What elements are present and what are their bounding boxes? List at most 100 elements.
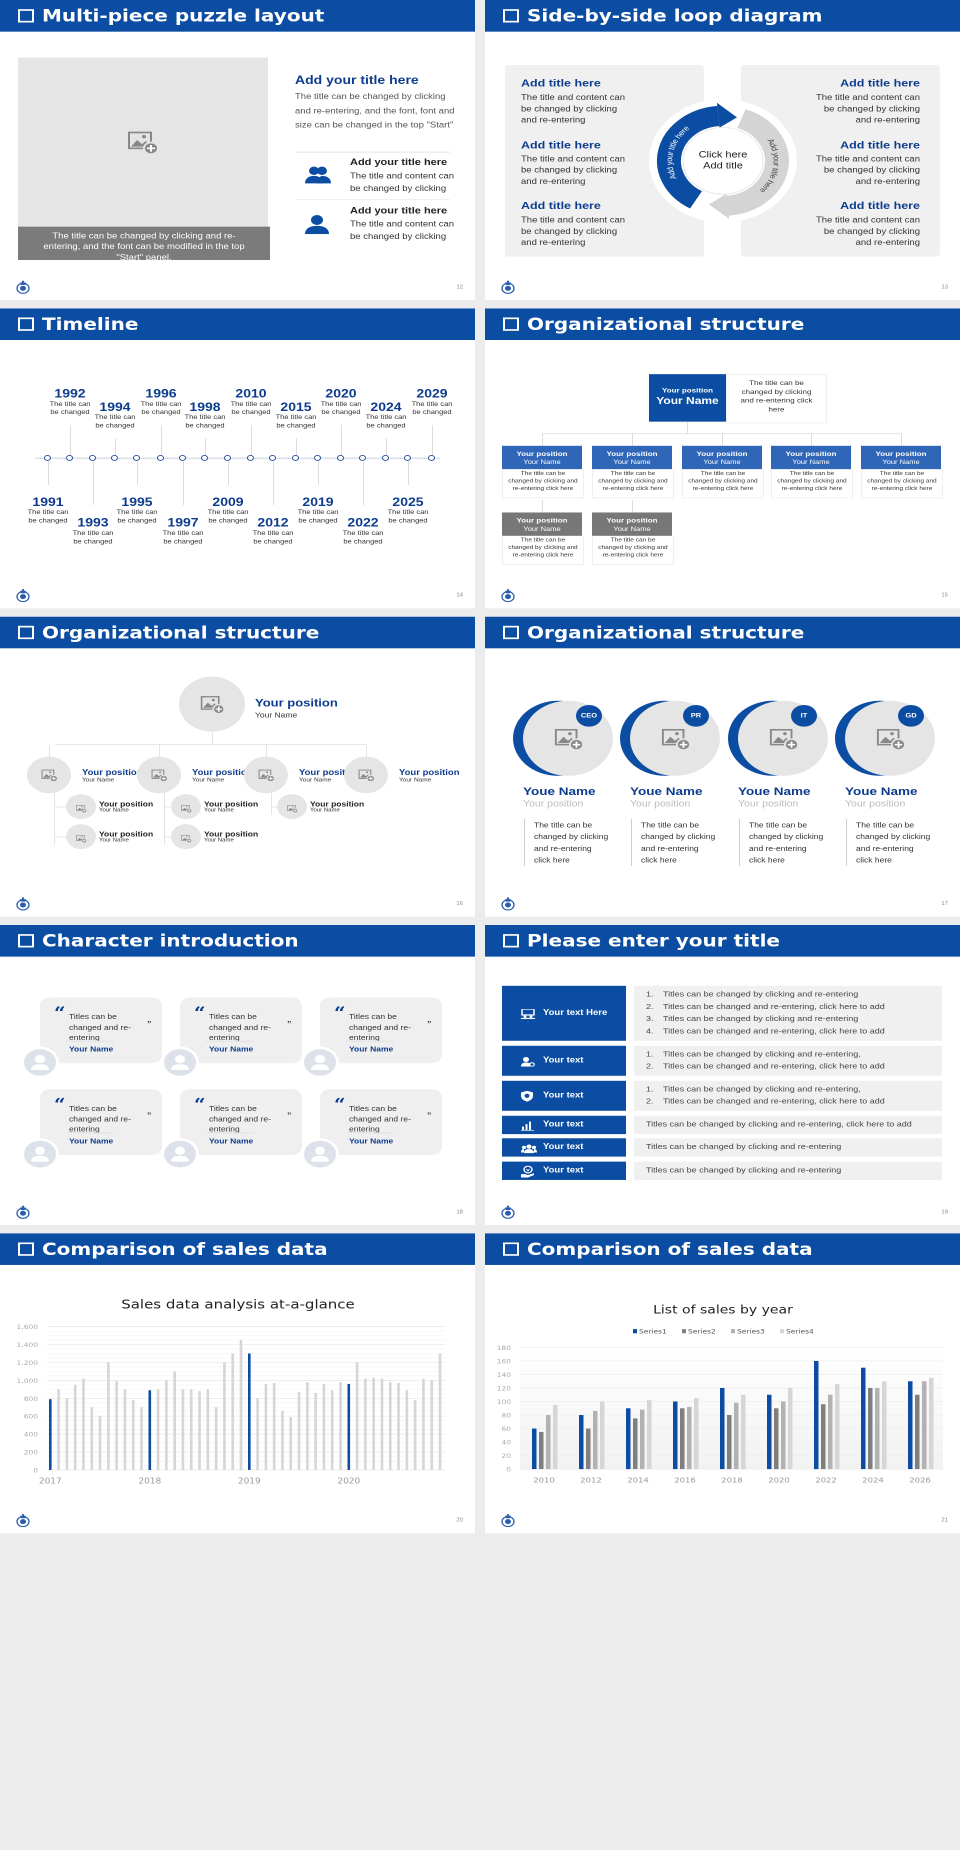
quote-card[interactable]: “Titles can be changed and re-entering ” Y…	[40, 997, 162, 1064]
avatar[interactable]	[21, 1046, 59, 1079]
list-number: 3.	[646, 1014, 654, 1023]
timeline-node[interactable]	[359, 454, 366, 461]
timeline-node[interactable]	[404, 454, 411, 461]
user-settings-icon	[521, 1056, 535, 1071]
quote-card[interactable]: “Titles can be changed and re-entering ” Y…	[180, 1089, 302, 1155]
timeline-node[interactable]	[157, 454, 164, 461]
right-item-title[interactable]: Add title here	[840, 77, 920, 90]
timeline-node[interactable]	[111, 454, 118, 461]
sub-photo[interactable]	[66, 794, 96, 820]
left-item-title[interactable]: Add title here	[521, 77, 601, 90]
avatar[interactable]	[301, 1046, 339, 1079]
person-name[interactable]: Youe Name	[738, 784, 811, 798]
timeline-year: 2010	[235, 386, 267, 400]
slide-title[interactable]: Multi-piece puzzle layout	[42, 5, 325, 26]
timeline-node[interactable]	[314, 454, 321, 461]
slide-multi-piece-puzzle[interactable]: The title can be changed by clicking and…	[0, 0, 475, 300]
head-box[interactable]: Your position Your Name	[649, 374, 726, 422]
timeline-node[interactable]	[66, 454, 73, 461]
timeline-node[interactable]	[292, 454, 299, 461]
row-label-box[interactable]: Your text Here	[502, 985, 626, 1041]
slide-title[interactable]: Side-by-side loop diagram	[527, 5, 823, 26]
slide-title[interactable]: Comparison of sales data	[42, 1239, 328, 1260]
slide-title[interactable]: Character introduction	[42, 930, 299, 951]
user-silhouette-icon	[31, 1146, 49, 1162]
bar-series2	[586, 1428, 591, 1470]
sub-photo[interactable]	[171, 794, 201, 820]
avatar[interactable]	[161, 1046, 199, 1079]
connector	[632, 433, 633, 446]
member-header[interactable]: Your position Your Name	[771, 445, 851, 470]
timeline-node[interactable]	[247, 454, 254, 461]
slide-enter-title-list[interactable]: Please enter your title 19 Your text Here 1…	[485, 924, 960, 1225]
bar	[173, 1371, 176, 1470]
timeline-node[interactable]	[201, 454, 208, 461]
member-header[interactable]: Your position Your Name	[592, 445, 672, 470]
sub-photo[interactable]	[277, 794, 307, 820]
person-name[interactable]: Youe Name	[630, 784, 703, 798]
connector	[722, 433, 723, 446]
university-crest-logo	[16, 588, 30, 603]
quote-card[interactable]: “Titles can be changed and re-entering ” Y…	[40, 1089, 162, 1155]
right-item-title[interactable]: Add title here	[840, 138, 920, 151]
slide-character-introduction[interactable]: Character introduction 18 “Titles can be c…	[0, 924, 475, 1225]
timeline-node[interactable]	[179, 454, 186, 461]
person-name[interactable]: Youe Name	[845, 784, 918, 798]
timeline-node[interactable]	[428, 454, 435, 461]
person-name[interactable]: Youe Name	[523, 784, 596, 798]
member-header[interactable]: Your position Your Name	[592, 512, 672, 536]
slide-title[interactable]: Comparison of sales data	[527, 1239, 813, 1260]
avatar[interactable]	[301, 1138, 339, 1170]
sub-photo[interactable]	[171, 824, 201, 850]
quote-card[interactable]: “Titles can be changed and re-entering ” Y…	[320, 997, 442, 1064]
slide-sales-chart-monthly[interactable]: Comparison of sales data 20 Sales data ana…	[0, 1233, 475, 1534]
branch-photo[interactable]	[244, 756, 288, 794]
head-photo[interactable]	[179, 676, 245, 732]
member-header[interactable]: Your position Your Name	[502, 445, 582, 470]
branch-photo[interactable]	[27, 756, 71, 794]
slide-title[interactable]: Please enter your title	[527, 930, 780, 951]
slide-timeline[interactable]: Timeline 14 1991 The title can be changed 19…	[0, 308, 475, 609]
row-label-box[interactable]: Your text	[502, 1138, 626, 1157]
slide-sales-chart-yearly[interactable]: Comparison of sales data 21 List of sales …	[485, 1233, 960, 1534]
member-header[interactable]: Your position Your Name	[682, 445, 762, 470]
branch-photo[interactable]	[344, 756, 388, 794]
timeline-node[interactable]	[89, 454, 96, 461]
add-image-icon	[769, 727, 799, 756]
list-number: 2.	[646, 1061, 654, 1070]
timeline-node[interactable]	[337, 454, 344, 461]
timeline-node[interactable]	[224, 454, 231, 461]
row-label-box[interactable]: Your text	[502, 1161, 626, 1180]
slide-org-structure-boxes[interactable]: Organizational structure 15 Your position Y…	[485, 308, 960, 609]
timeline-connector	[228, 461, 229, 485]
right-item-title[interactable]: Add title here	[840, 199, 920, 212]
avatar[interactable]	[161, 1138, 199, 1170]
timeline-node[interactable]	[269, 454, 276, 461]
member-header[interactable]: Your position Your Name	[861, 445, 941, 470]
slide-title[interactable]: Organizational structure	[527, 314, 805, 335]
row-label-box[interactable]: Your text	[502, 1080, 626, 1111]
timeline-node[interactable]	[382, 454, 389, 461]
quote-card[interactable]: “Titles can be changed and re-entering ” Y…	[180, 997, 302, 1064]
slide-title[interactable]: Organizational structure	[527, 622, 805, 643]
slide-org-structure-team[interactable]: Organizational structure 17 CEO Youe Name Yo…	[485, 616, 960, 917]
slide-loop-diagram[interactable]: Side-by-side loop diagram 13 Add title her…	[485, 0, 960, 300]
quote-card[interactable]: “Titles can be changed and re-entering ” Y…	[320, 1089, 442, 1155]
legend-label: Series2	[688, 1328, 716, 1335]
left-item-title[interactable]: Add title here	[521, 199, 601, 212]
member-position: Your position	[606, 516, 658, 525]
branch-photo[interactable]	[137, 756, 181, 794]
slide-org-structure-circles[interactable]: Organizational structure 16 Your position Y…	[0, 616, 475, 917]
sub-photo[interactable]	[66, 824, 96, 850]
row-label-box[interactable]: Your text	[502, 1045, 626, 1076]
left-item-title[interactable]: Add title here	[521, 138, 601, 151]
row-label-box[interactable]: Your text	[502, 1115, 626, 1135]
member-header[interactable]: Your position Your Name	[502, 512, 582, 536]
bar	[330, 1390, 334, 1470]
timeline-node[interactable]	[44, 454, 51, 461]
slide-title[interactable]: Organizational structure	[42, 622, 320, 643]
timeline-node[interactable]	[133, 454, 140, 461]
avatar[interactable]	[21, 1138, 59, 1170]
slide-title[interactable]: Timeline	[42, 314, 139, 335]
image-placeholder[interactable]	[18, 57, 268, 227]
